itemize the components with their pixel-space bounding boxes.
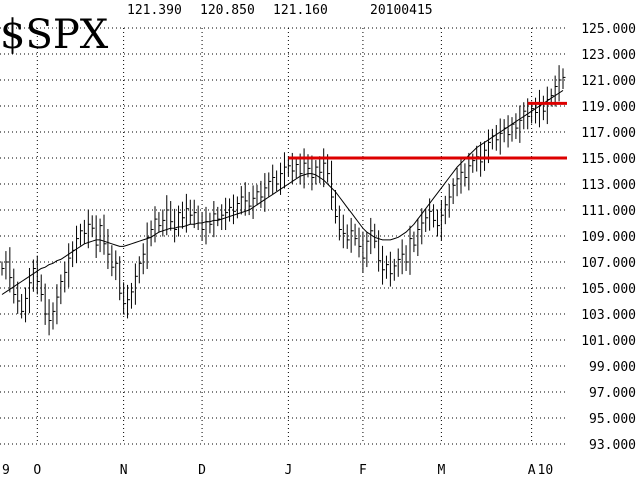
x-tick-label: A (528, 463, 536, 478)
x-tick-label: M (437, 463, 445, 478)
y-tick-label: 111.000 (581, 204, 636, 219)
header-low: 120.850 (200, 3, 255, 18)
x-tick-label: 9 (2, 463, 10, 478)
moving-average (1, 89, 564, 295)
header-high: 121.390 (127, 3, 182, 18)
x-tick-label: 10 (538, 463, 554, 478)
header-date: 20100415 (370, 3, 433, 18)
chart-symbol: $SPX (0, 12, 109, 58)
y-tick-label: 123.000 (581, 48, 636, 63)
y-tick-label: 117.000 (581, 126, 636, 141)
moving-average-line (1, 89, 564, 295)
y-tick-labels: 125.000 123.000 121.000 119.000 117.000 115.0… (581, 22, 636, 453)
y-tick-label: 95.000 (589, 412, 636, 427)
y-tick-label: 119.000 (581, 100, 636, 115)
y-tick-label: 93.000 (589, 438, 636, 453)
header-close: 121.160 (273, 3, 328, 18)
x-tick-label: J (284, 463, 292, 478)
price-bars (1, 65, 566, 336)
y-tick-label: 103.000 (581, 308, 636, 323)
grid-lines (0, 27, 567, 445)
y-tick-label: 125.000 (581, 22, 636, 37)
x-tick-label: F (359, 463, 367, 478)
y-tick-label: 121.000 (581, 74, 636, 89)
y-tick-label: 107.000 (581, 256, 636, 271)
y-tick-label: 113.000 (581, 178, 636, 193)
x-tick-label: O (33, 463, 41, 478)
y-tick-label: 97.000 (589, 386, 636, 401)
y-tick-label: 99.000 (589, 360, 636, 375)
x-tick-label: N (120, 463, 128, 478)
y-tick-label: 105.000 (581, 282, 636, 297)
x-tick-label: D (198, 463, 206, 478)
y-tick-label: 115.000 (581, 152, 636, 167)
y-tick-label: 101.000 (581, 334, 636, 349)
y-tick-label: 109.000 (581, 230, 636, 245)
resistance-lines (288, 101, 567, 160)
x-tick-labels: 9 O N D J F M A 10 (2, 463, 553, 478)
